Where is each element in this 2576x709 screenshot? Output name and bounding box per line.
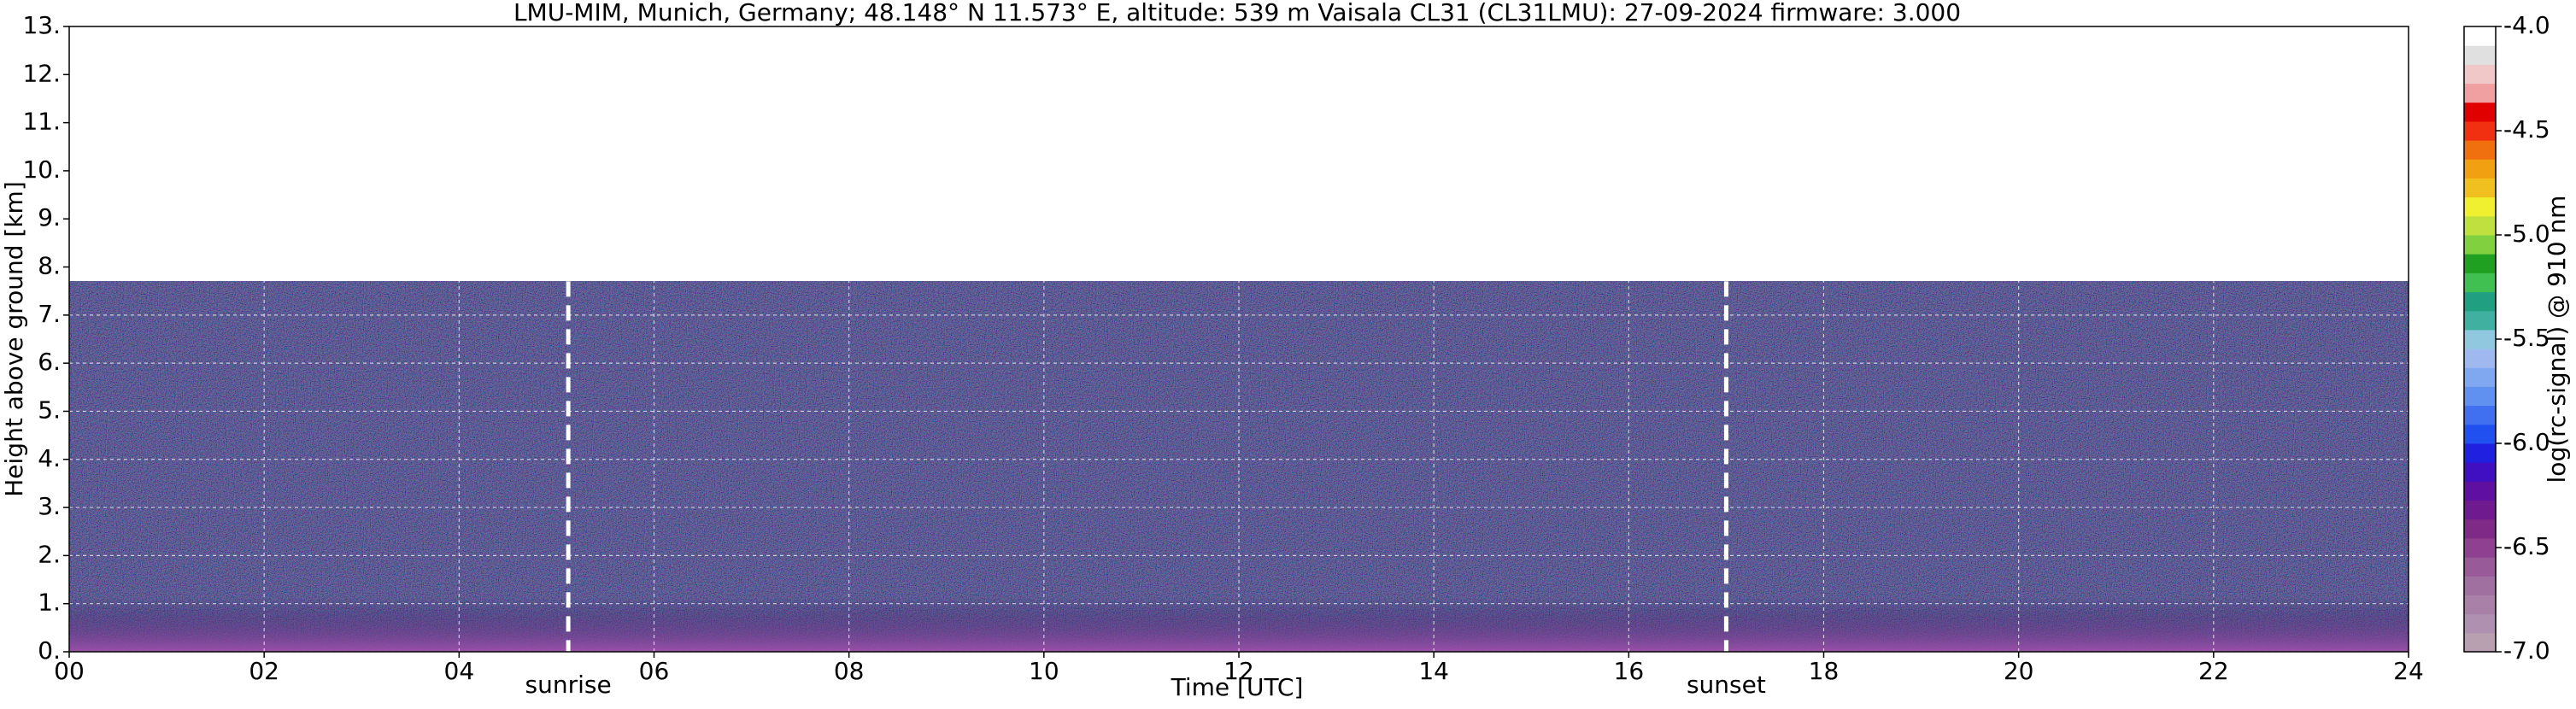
colorbar-swatch [2464,576,2496,595]
x-tick-label: 20 [2004,657,2034,685]
colorbar-swatch [2464,537,2496,558]
colorbar-swatch [2464,83,2496,103]
colorbar-swatch [2464,595,2496,615]
x-tick-label: 08 [834,657,865,685]
colorbar-label: log(rc-signal) @ 910 nm [2543,196,2571,483]
colorbar-swatch [2464,481,2496,501]
colorbar-tick-label: -4.5 [2503,115,2550,144]
x-axis-label: Time [UTC] [1171,673,1304,701]
colorbar-swatch [2464,613,2496,634]
colorbar-swatch [2464,500,2496,520]
colorbar-swatch [2464,196,2496,217]
colorbar-swatch [2464,632,2496,653]
event-label: sunrise [525,671,612,699]
x-tick-label: 12 [1223,657,1254,685]
x-tick-label: 04 [444,657,475,685]
colorbar-tick-label: -7.0 [2503,636,2550,665]
colorbar-swatch [2464,215,2496,236]
y-tick-label: 6. [38,348,61,376]
colorbar-tick-label: -5.5 [2503,324,2550,352]
colorbar-swatch [2464,310,2496,331]
colorbar-swatch [2464,120,2496,141]
x-tick-label: 16 [1614,657,1645,685]
colorbar-swatch [2464,254,2496,273]
event-label: sunset [1687,671,1766,699]
y-tick-label: 1. [38,589,61,617]
x-tick-label: 22 [2198,657,2229,685]
y-tick-label: 4. [38,444,61,472]
colorbar-swatch [2464,519,2496,539]
colorbar-swatch [2464,235,2496,255]
colorbar-swatch [2464,367,2496,387]
x-tick-label: 10 [1029,657,1059,685]
y-tick-label: 13. [22,11,61,39]
colorbar-swatch [2464,102,2496,122]
y-tick-label: 2. [38,540,61,568]
y-tick-label: 9. [38,203,61,231]
colorbar-swatch [2464,272,2496,293]
x-tick-label: 00 [54,657,85,685]
colorbar-swatch [2464,291,2496,312]
colorbar-tick-label: -6.0 [2503,428,2550,456]
x-tick-label: 14 [1418,657,1449,685]
y-axis-label: Height above ground [km] [0,181,28,497]
x-tick-label: 18 [1809,657,1840,685]
colorbar-swatch [2464,386,2496,407]
x-tick-label: 06 [639,657,670,685]
x-tick-label: 02 [249,657,279,685]
chart-title: LMU-MIM, Munich, Germany; 48.148° N 11.5… [513,0,1961,26]
y-tick-label: 12. [22,59,61,87]
colorbar-swatch [2464,424,2496,444]
y-tick-label: 0. [38,636,61,665]
y-tick-label: 11. [22,108,61,136]
colorbar-swatch [2464,159,2496,179]
colorbar-swatch [2464,45,2496,65]
colorbar-swatch [2464,64,2496,85]
x-tick-label: 24 [2393,657,2424,685]
colorbar-swatch [2464,26,2496,46]
y-tick-label: 7. [38,300,61,328]
colorbar-tick-label: -5.0 [2503,220,2550,248]
colorbar-swatch [2464,349,2496,368]
colorbar-tick-label: -6.5 [2503,532,2550,560]
y-tick-label: 10. [22,155,61,184]
colorbar-swatch [2464,557,2496,577]
y-tick-label: 8. [38,252,61,280]
y-tick-label: 3. [38,492,61,520]
colorbar-tick-label: -4.0 [2503,11,2550,39]
colorbar-swatch [2464,178,2496,198]
colorbar-swatch [2464,462,2496,482]
y-tick-label: 5. [38,396,61,424]
colorbar-swatch [2464,329,2496,349]
colorbar-swatch [2464,140,2496,160]
colorbar-swatch [2464,405,2496,425]
colorbar-swatch [2464,443,2496,463]
